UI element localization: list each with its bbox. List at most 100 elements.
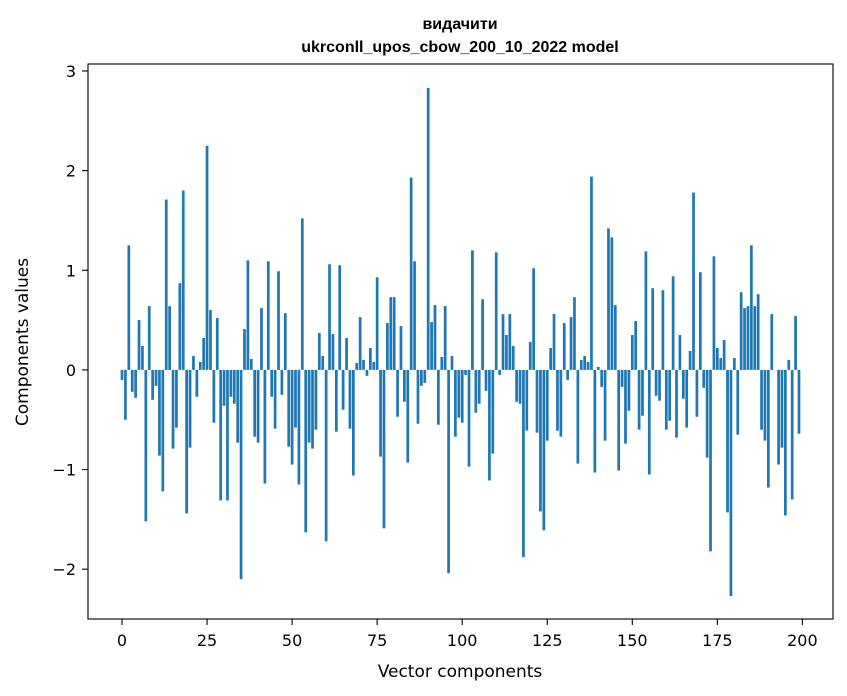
x-tick-label: 125 xyxy=(532,631,563,650)
bar xyxy=(715,347,719,370)
bar xyxy=(164,199,168,370)
bar xyxy=(681,369,685,399)
bar xyxy=(443,306,447,370)
bar xyxy=(767,369,770,488)
bar xyxy=(695,369,699,417)
bar xyxy=(263,369,267,484)
bar xyxy=(420,369,423,386)
bar xyxy=(433,305,437,370)
bar xyxy=(406,369,410,463)
bar xyxy=(437,369,440,425)
bar xyxy=(471,250,474,370)
bar xyxy=(389,297,393,370)
bar xyxy=(232,369,236,404)
y-tick-label: −2 xyxy=(52,560,76,579)
bar xyxy=(416,369,420,424)
chart-title-line1: видачити xyxy=(422,16,497,33)
bar xyxy=(460,369,464,423)
bar xyxy=(283,313,287,370)
bar xyxy=(341,369,345,410)
bar xyxy=(661,290,665,370)
bar xyxy=(246,260,250,370)
bar xyxy=(637,369,641,430)
bar xyxy=(573,297,576,370)
bar xyxy=(518,369,522,404)
bar xyxy=(525,369,529,431)
bar xyxy=(147,306,151,370)
bar xyxy=(321,355,325,370)
bar xyxy=(317,333,321,370)
bar xyxy=(780,369,784,448)
bar xyxy=(539,369,542,512)
bar xyxy=(464,369,467,375)
bar xyxy=(280,369,284,395)
bar xyxy=(617,369,621,471)
bar xyxy=(362,359,365,370)
y-tick-label: 3 xyxy=(66,62,76,81)
bar xyxy=(219,369,223,501)
bar xyxy=(311,369,314,449)
bar xyxy=(532,268,535,370)
bar xyxy=(784,369,787,516)
bar xyxy=(583,355,587,370)
bar xyxy=(249,358,253,370)
bar xyxy=(787,359,791,370)
bar xyxy=(158,369,161,456)
bar xyxy=(794,316,797,370)
bar xyxy=(331,334,335,370)
bar xyxy=(600,369,604,387)
bar xyxy=(685,369,689,428)
bar xyxy=(651,288,655,370)
bar xyxy=(664,369,668,430)
bar xyxy=(273,369,277,429)
bar xyxy=(168,306,171,370)
bar xyxy=(229,369,233,397)
bar xyxy=(202,338,206,370)
bar xyxy=(304,369,308,533)
bar xyxy=(709,369,712,552)
x-tick-label: 25 xyxy=(197,631,217,650)
x-tick-label: 175 xyxy=(702,631,733,650)
y-tick-label: 0 xyxy=(66,361,76,380)
bar xyxy=(671,276,675,370)
bar xyxy=(498,369,501,375)
bar xyxy=(481,299,484,370)
y-axis-ticks: −2 −1 0 1 2 3 xyxy=(52,62,88,579)
bar xyxy=(634,321,638,370)
bar xyxy=(624,369,627,444)
bar xyxy=(719,357,723,370)
bar xyxy=(386,323,389,370)
bar xyxy=(613,305,617,370)
bar xyxy=(239,369,243,580)
bar xyxy=(562,323,566,370)
bar xyxy=(705,369,709,458)
bar xyxy=(314,369,318,430)
chart-title-line2: ukrconll_upos_cbow_200_10_2022 model xyxy=(301,39,618,56)
bar xyxy=(644,251,648,370)
bar xyxy=(372,361,376,370)
bar xyxy=(409,177,413,370)
bar xyxy=(195,369,199,397)
bar xyxy=(270,369,274,397)
bar xyxy=(124,369,127,420)
bar xyxy=(726,369,729,513)
bar xyxy=(287,369,291,447)
bar xyxy=(222,369,226,406)
bar xyxy=(348,369,352,429)
bar xyxy=(654,369,658,396)
bar xyxy=(477,369,481,404)
bar xyxy=(515,369,518,402)
bar xyxy=(542,369,546,531)
bar xyxy=(797,369,801,434)
bar xyxy=(630,335,634,370)
bar xyxy=(743,308,746,370)
bar xyxy=(368,347,372,370)
bar xyxy=(192,355,195,370)
bar xyxy=(137,320,141,370)
bar xyxy=(151,369,154,400)
bar xyxy=(579,359,583,370)
bar xyxy=(399,326,403,370)
bar xyxy=(508,314,512,370)
bar xyxy=(488,369,491,481)
